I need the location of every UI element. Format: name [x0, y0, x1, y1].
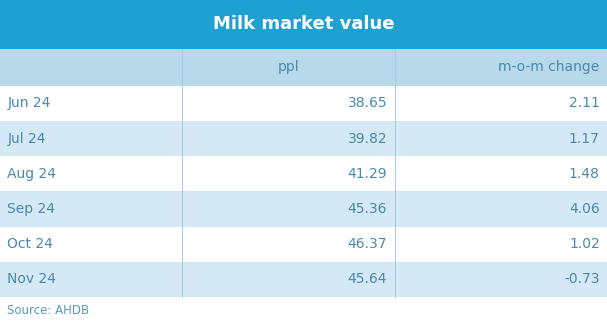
Bar: [0, 262, 607, 297]
Bar: [0, 191, 607, 226]
Bar: [0, 49, 607, 86]
Bar: [0, 86, 607, 121]
Text: Nov 24: Nov 24: [7, 272, 56, 286]
Text: Aug 24: Aug 24: [7, 167, 56, 181]
Bar: [0, 121, 607, 156]
Text: Milk market value: Milk market value: [212, 16, 395, 33]
Text: Oct 24: Oct 24: [7, 237, 53, 251]
Text: 1.02: 1.02: [569, 237, 600, 251]
Text: 39.82: 39.82: [348, 132, 387, 145]
Text: 1.17: 1.17: [569, 132, 600, 145]
Bar: [0, 226, 607, 262]
Text: 41.29: 41.29: [348, 167, 387, 181]
Bar: [0, 0, 607, 49]
Bar: [0, 156, 607, 191]
Text: 4.06: 4.06: [569, 202, 600, 216]
Text: 1.48: 1.48: [569, 167, 600, 181]
Text: m-o-m change: m-o-m change: [498, 60, 600, 74]
Text: 38.65: 38.65: [348, 96, 387, 110]
Text: Sep 24: Sep 24: [7, 202, 55, 216]
Text: Jun 24: Jun 24: [7, 96, 50, 110]
Text: Jul 24: Jul 24: [7, 132, 46, 145]
Text: 46.37: 46.37: [348, 237, 387, 251]
Text: 45.64: 45.64: [348, 272, 387, 286]
Text: 45.36: 45.36: [348, 202, 387, 216]
Text: 2.11: 2.11: [569, 96, 600, 110]
Text: ppl: ppl: [277, 60, 299, 74]
Text: -0.73: -0.73: [565, 272, 600, 286]
Text: Source: AHDB: Source: AHDB: [7, 304, 89, 317]
